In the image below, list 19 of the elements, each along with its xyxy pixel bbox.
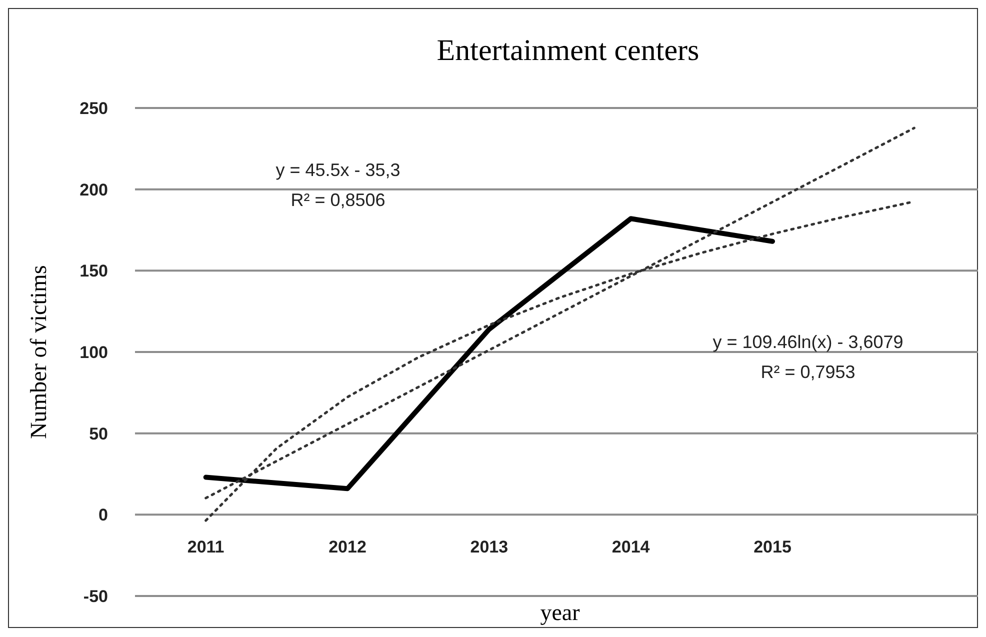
y-tick-label: -50 (83, 587, 108, 606)
y-tick-label: 150 (80, 262, 108, 281)
chart-title: Entertainment centers (436, 34, 700, 67)
x-tick-label: 2012 (328, 538, 366, 557)
y-tick-label: 50 (89, 424, 108, 444)
x-tick-label: 2014 (612, 538, 650, 557)
x-tick-label: 2013 (470, 538, 508, 557)
y-tick-label: 0 (98, 506, 108, 525)
annotation: R² = 0,8506 (290, 190, 386, 210)
y-tick-label: 200 (80, 180, 108, 200)
annotation: y = 45.5x - 35,3 (276, 160, 400, 180)
annotation: R² = 0,7953 (760, 362, 856, 382)
annotation: y = 109.46ln(x) - 3,6079 (712, 332, 904, 352)
y-tick-label: 100 (80, 343, 108, 362)
x-tick-label: 2015 (754, 538, 792, 557)
x-tick-label: 2011 (187, 538, 224, 557)
y-axis-title: Number of victims (26, 265, 51, 439)
y-tick-label: 250 (80, 99, 108, 118)
x-axis-title: year (540, 600, 580, 625)
